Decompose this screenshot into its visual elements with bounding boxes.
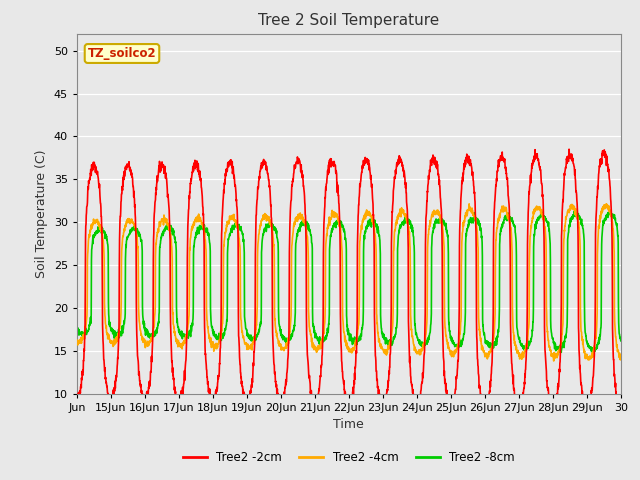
Tree2 -4cm — [244, 346, 252, 351]
Text: TZ_soilco2: TZ_soilco2 — [88, 47, 156, 60]
Tree2 -2cm — [513, 403, 520, 408]
Tree2 -2cm — [73, 391, 81, 396]
Tree2 -8cm — [73, 325, 81, 331]
Tree2 -8cm — [244, 335, 252, 341]
Tree2 -2cm — [127, 170, 135, 176]
Title: Tree 2 Soil Temperature: Tree 2 Soil Temperature — [258, 13, 440, 28]
Tree2 -8cm — [617, 338, 625, 344]
Tree2 -4cm — [73, 340, 81, 346]
Tree2 -4cm — [127, 219, 135, 225]
Tree2 -8cm — [127, 228, 135, 234]
Line: Tree2 -4cm: Tree2 -4cm — [77, 204, 621, 361]
Y-axis label: Soil Temperature (C): Soil Temperature (C) — [35, 149, 48, 278]
X-axis label: Time: Time — [333, 418, 364, 431]
Tree2 -2cm — [565, 146, 573, 152]
Tree2 -8cm — [557, 349, 565, 355]
Tree2 -4cm — [610, 231, 618, 237]
Line: Tree2 -8cm: Tree2 -8cm — [77, 211, 621, 352]
Tree2 -4cm — [617, 355, 625, 360]
Tree2 -4cm — [513, 348, 520, 353]
Line: Tree2 -2cm: Tree2 -2cm — [77, 149, 621, 415]
Tree2 -2cm — [244, 394, 252, 399]
Tree2 -2cm — [381, 397, 389, 403]
Tree2 -2cm — [610, 357, 618, 363]
Tree2 -4cm — [381, 350, 389, 356]
Tree2 -2cm — [582, 412, 589, 418]
Tree2 -2cm — [543, 383, 551, 389]
Tree2 -4cm — [550, 358, 557, 364]
Tree2 -8cm — [570, 208, 578, 214]
Tree2 -8cm — [610, 214, 618, 220]
Tree2 -8cm — [381, 338, 389, 344]
Legend: Tree2 -2cm, Tree2 -4cm, Tree2 -8cm: Tree2 -2cm, Tree2 -4cm, Tree2 -8cm — [178, 446, 520, 469]
Tree2 -2cm — [617, 403, 625, 409]
Tree2 -4cm — [543, 329, 551, 335]
Tree2 -4cm — [465, 201, 473, 207]
Tree2 -8cm — [513, 253, 520, 259]
Tree2 -8cm — [543, 218, 551, 224]
